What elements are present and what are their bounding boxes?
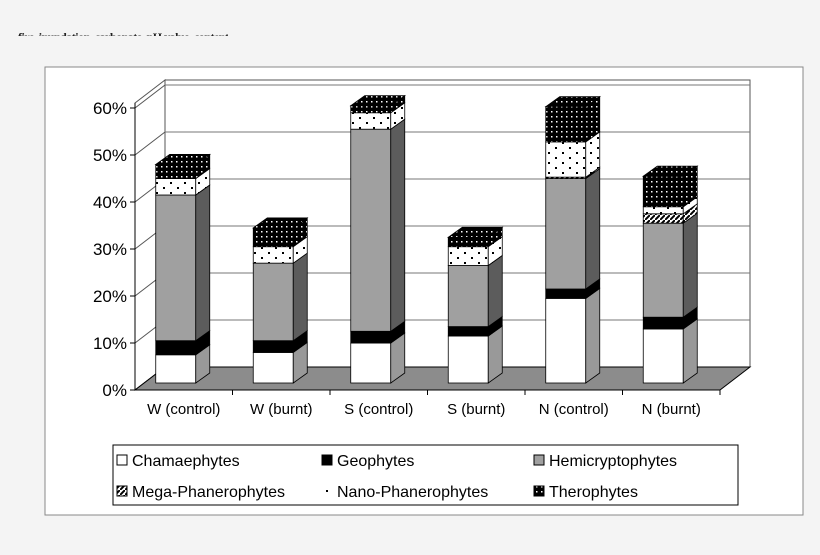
bar-segment-side: [682, 212, 698, 318]
bar-segment-chamaephytes: [545, 297, 587, 384]
bar-stack: [447, 226, 504, 384]
bar-segment-side: [390, 118, 406, 333]
legend-swatch: [116, 454, 128, 466]
bar-segment-side: [585, 167, 601, 290]
gridline-side: [134, 84, 166, 109]
legend-label: Therophytes: [549, 484, 638, 501]
bar-segment-geophytes: [447, 326, 489, 337]
bar-segment-nano-phanerophytes: [252, 246, 294, 264]
bar-segment-side: [292, 252, 308, 342]
legend: Chamaephytes Geophytes Hemicryptophytes Meg…: [112, 444, 739, 506]
x-tick-label: N (control): [539, 401, 609, 418]
legend-label: Chamaephytes: [132, 453, 240, 470]
bar-segment-geophytes: [155, 340, 197, 356]
x-tick-label: S (control): [344, 401, 413, 418]
bar-segment-hemicryptophytes: [447, 265, 489, 327]
bar-top: [154, 154, 211, 165]
legend-swatch-dot: [326, 490, 328, 492]
bar-segment-geophytes: [642, 316, 684, 330]
bar-segment-therophytes: [642, 175, 684, 208]
bar-segment-nano-phanerophytes: [350, 112, 392, 130]
bar-segment-nano-phanerophytes: [642, 206, 684, 215]
bar-stack: [252, 217, 309, 384]
legend-swatch: [533, 485, 545, 497]
bar-top: [642, 165, 699, 177]
bar-segment-therophytes: [350, 105, 392, 114]
legend-box: [112, 444, 739, 506]
bar-segment-hemicryptophytes: [350, 128, 392, 332]
bar-segment-side: [682, 318, 698, 384]
legend-label: Mega-Phanerophytes: [132, 484, 285, 501]
y-tick-label: 30%: [93, 240, 127, 259]
bar-segment-chamaephytes: [155, 354, 197, 384]
gridline-side: [134, 131, 166, 156]
figure-caption: fire, inundation, carbonate, pH value, c…: [18, 26, 228, 36]
bar-segment-chamaephytes: [642, 328, 684, 384]
bar-segment-hemicryptophytes: [155, 194, 197, 342]
bar-segment-geophytes: [252, 340, 294, 353]
legend-label: Geophytes: [337, 453, 414, 470]
y-tick-label: 20%: [93, 287, 127, 306]
legend-swatch: [116, 485, 128, 497]
y-tick-label: 40%: [93, 193, 127, 212]
bar-segment-hemicryptophytes: [252, 262, 294, 342]
bar-segment-side: [195, 184, 211, 342]
x-tick-label: N (burnt): [642, 401, 701, 418]
legend-swatch: [533, 454, 545, 466]
bar-segment-side: [487, 254, 503, 328]
x-tick-label: W (control): [147, 401, 220, 418]
bar-segment-therophytes: [447, 236, 489, 248]
bar-stack: [544, 95, 601, 384]
x-tick-label: W (burnt): [250, 401, 313, 418]
bar-stack: [349, 94, 406, 384]
bar-top: [252, 217, 309, 229]
y-tick-label: 0%: [102, 381, 127, 400]
bar-stack: [642, 165, 699, 384]
legend-label: Hemicryptophytes: [549, 453, 677, 470]
bar-segment-therophytes: [155, 164, 197, 179]
y-tick-label: 50%: [93, 146, 127, 165]
y-tick-label: 10%: [93, 334, 127, 353]
bar-segment-hemicryptophytes: [642, 222, 684, 318]
bar-segment-geophytes: [350, 330, 392, 344]
bar-top: [544, 96, 601, 108]
bar-segment-side: [585, 287, 601, 384]
bar-segment-mega-phanerophytes: [642, 213, 684, 224]
bar-segment-hemicryptophytes: [545, 178, 587, 290]
bar-segment-nano-phanerophytes: [545, 141, 587, 178]
bar-stack: [154, 153, 211, 384]
y-tick-label: 60%: [93, 99, 127, 118]
bar-segment-nano-phanerophytes: [155, 178, 197, 196]
bar-segment-chamaephytes: [252, 352, 294, 384]
bar-segment-nano-phanerophytes: [447, 246, 489, 266]
bar-segment-geophytes: [545, 288, 587, 299]
bar-segment-chamaephytes: [350, 342, 392, 384]
bar-segment-therophytes: [252, 227, 294, 248]
legend-swatch: [321, 454, 333, 466]
bar-top: [447, 226, 504, 238]
bar-segment-chamaephytes: [447, 335, 489, 384]
bar-top: [349, 95, 406, 107]
x-tick-label: S (burnt): [447, 401, 505, 418]
bar-segment-therophytes: [545, 106, 587, 143]
legend-label: Nano-Phanerophytes: [337, 484, 488, 501]
